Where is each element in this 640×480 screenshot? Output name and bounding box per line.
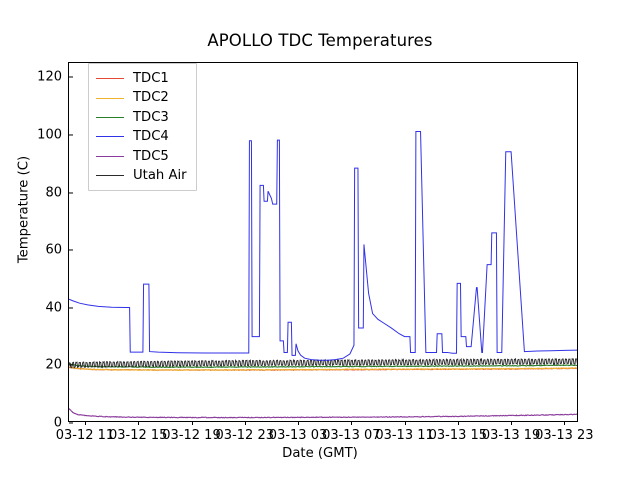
y-tick-label: 40 bbox=[45, 300, 62, 316]
x-tick-mark bbox=[244, 421, 246, 425]
legend-label: TDC5 bbox=[133, 148, 169, 164]
x-tick-mark bbox=[511, 421, 513, 425]
x-tick-mark bbox=[84, 421, 87, 425]
legend-item-tdc1[interactable]: TDC1 bbox=[96, 69, 187, 88]
legend-label: TDC2 bbox=[133, 90, 169, 106]
legend-swatch-icon bbox=[96, 116, 124, 118]
x-tick-label: 03-13 19 bbox=[481, 428, 541, 443]
x-tick-mark bbox=[138, 421, 140, 425]
x-tick-label: 03-12 19 bbox=[162, 428, 221, 443]
legend-item-tdc3[interactable]: TDC3 bbox=[96, 108, 187, 127]
x-tick-mark bbox=[404, 421, 406, 425]
x-tick-label: 03-13 23 bbox=[535, 428, 594, 443]
x-tick-label: 03-12 23 bbox=[215, 428, 274, 443]
y-axis-label: Temperature (C) bbox=[16, 155, 32, 264]
y-tick-mark bbox=[69, 364, 73, 366]
y-tick-mark bbox=[69, 422, 73, 424]
legend: TDC1 TDC2 TDC3 TDC4 TDC5 Utah Air bbox=[88, 63, 197, 192]
legend-item-tdc5[interactable]: TDC5 bbox=[96, 147, 187, 166]
series-line-tdc3 bbox=[69, 363, 577, 369]
legend-label: TDC3 bbox=[133, 109, 169, 125]
x-tick-mark bbox=[564, 421, 566, 425]
x-tick-label: 03-13 15 bbox=[428, 428, 488, 443]
y-tick-mark bbox=[69, 76, 73, 78]
legend-swatch-icon bbox=[96, 97, 124, 99]
x-tick-label: 03-12 15 bbox=[109, 428, 168, 443]
x-tick-mark bbox=[457, 421, 459, 425]
x-tick-mark bbox=[191, 421, 193, 425]
legend-item-tdc4[interactable]: TDC4 bbox=[96, 127, 187, 146]
series-canvas bbox=[69, 131, 577, 419]
plot-clip bbox=[69, 63, 577, 421]
y-tick-label: 120 bbox=[37, 69, 62, 85]
x-tick-label: 03-13 07 bbox=[322, 428, 381, 443]
legend-label: Utah Air bbox=[133, 168, 187, 184]
x-axis-label: Date (GMT) bbox=[282, 446, 358, 461]
x-tick-mark bbox=[298, 421, 300, 425]
x-tick-label: 03-13 11 bbox=[375, 428, 434, 443]
series-line-tdc4 bbox=[69, 131, 577, 361]
legend-label: TDC1 bbox=[133, 71, 169, 87]
legend-swatch-icon bbox=[96, 136, 124, 138]
y-tick-label: 100 bbox=[37, 127, 62, 143]
page-title: APOLLO TDC Temperatures bbox=[207, 31, 433, 50]
y-tick-label: 60 bbox=[45, 242, 62, 258]
y-tick-mark bbox=[69, 249, 73, 251]
series-line-tdc2 bbox=[69, 366, 577, 372]
legend-swatch-icon bbox=[96, 78, 124, 80]
x-tick-label: 03-12 11 bbox=[55, 428, 115, 443]
y-tick-label: 80 bbox=[45, 185, 62, 201]
y-tick-label: 20 bbox=[45, 357, 62, 373]
plot-area: 0 20 40 60 80 100 120 03-12 11 03-12 15 03-12 19… bbox=[37, 62, 594, 443]
legend-item-utah-air[interactable]: Utah Air bbox=[96, 166, 187, 185]
x-tick-mark bbox=[351, 421, 353, 425]
legend-item-tdc2[interactable]: TDC2 bbox=[96, 88, 187, 107]
y-tick-mark bbox=[69, 307, 73, 309]
legend-swatch-icon bbox=[96, 175, 124, 177]
x-tick-label: 03-13 03 bbox=[268, 428, 328, 443]
y-tick-mark bbox=[69, 134, 73, 136]
legend-label: TDC4 bbox=[133, 129, 169, 145]
y-tick-mark bbox=[69, 192, 73, 194]
y-tick-label: 0 bbox=[53, 415, 62, 431]
series-line-tdc5 bbox=[69, 408, 577, 419]
legend-swatch-icon bbox=[96, 155, 124, 157]
